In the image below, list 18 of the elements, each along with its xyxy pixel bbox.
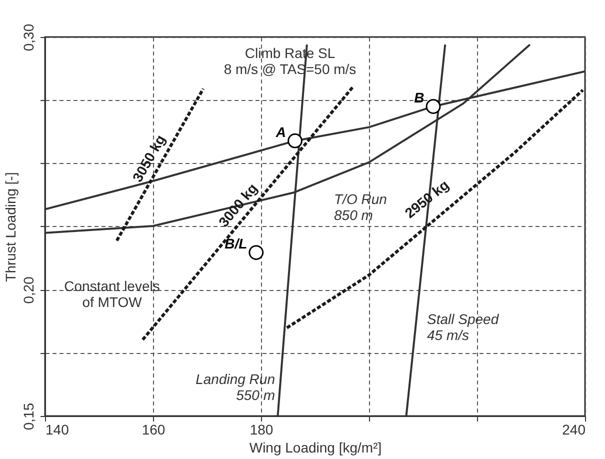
annotation: Constant levels of MTOW xyxy=(64,278,160,310)
x-tick-label: 160 xyxy=(142,422,166,438)
y-tick-label: 0,30 xyxy=(20,24,36,52)
y-tick-label: 0,15 xyxy=(20,402,36,430)
x-tick-label: 180 xyxy=(250,422,274,438)
x-axis-title: Wing Loading [kg/m²] xyxy=(249,440,382,456)
text: 3050 kg xyxy=(129,132,168,185)
annotation: Landing Run 550 m xyxy=(196,371,276,403)
line-series xyxy=(285,88,584,330)
x-tick-label: 140 xyxy=(46,422,70,438)
series-label: B xyxy=(414,89,424,106)
series-label: A xyxy=(274,124,286,140)
x-tick-label: 240 xyxy=(562,422,586,438)
annotation: T/O Run 850 m xyxy=(334,191,388,223)
series-label: B/L xyxy=(224,236,248,252)
annotation: Stall Speed 45 m/s xyxy=(427,311,500,343)
y-axis-title: Thrust Loading [-] xyxy=(2,172,18,282)
y-tick-label: 0,20 xyxy=(20,276,36,304)
